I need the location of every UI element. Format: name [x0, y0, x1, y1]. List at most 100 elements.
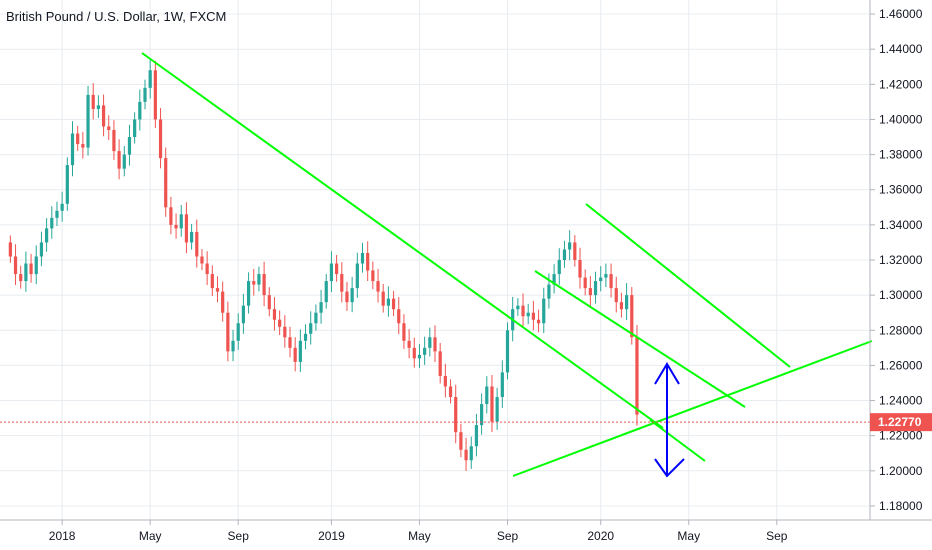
candle-body — [578, 260, 582, 278]
candle-body — [547, 284, 551, 299]
time-axis[interactable]: 2018 May Sep 2019 May Sep 2020 May Sep — [49, 520, 788, 543]
projection-arrow-down-head[interactable] — [654, 458, 685, 478]
candle — [272, 297, 277, 331]
price-tick-label: 1.42000 — [879, 77, 923, 91]
candle-body — [283, 326, 287, 338]
candle-body — [366, 252, 370, 271]
candle-body — [184, 214, 189, 243]
candle — [329, 251, 334, 293]
candle-body — [593, 281, 598, 296]
candle-body — [117, 151, 121, 169]
candle — [630, 287, 634, 345]
candle — [469, 436, 473, 469]
candle — [122, 146, 126, 177]
candle — [474, 413, 479, 457]
candle — [29, 253, 33, 283]
trendline-channel-upper[interactable] — [585, 203, 791, 368]
candle-body — [469, 446, 473, 461]
candle — [19, 265, 23, 289]
candle — [381, 283, 385, 313]
drawings — [141, 52, 873, 478]
trendline-long-descending[interactable] — [141, 52, 664, 429]
price-axis[interactable]: 1.46000 1.44000 1.42000 1.40000 1.38000 1.360… — [870, 7, 923, 513]
time-tick-label: Sep — [228, 529, 250, 543]
projection-arrow-up-head[interactable] — [654, 362, 680, 385]
time-tick-label: 2019 — [318, 529, 345, 543]
candle-body — [490, 386, 494, 422]
candle-body — [86, 94, 90, 148]
candle — [423, 336, 427, 365]
chart-title: British Pound / U.S. Dollar, 1W, FXCM — [6, 9, 226, 24]
grid-lines — [0, 0, 870, 520]
trendline-channel-lower[interactable] — [649, 419, 706, 462]
trendline-channel-middle[interactable] — [534, 270, 746, 408]
candle-body — [158, 119, 163, 159]
candle — [480, 393, 484, 435]
candle-body — [13, 256, 18, 275]
candle-body — [45, 228, 49, 243]
candle — [96, 95, 100, 119]
candle-body — [200, 256, 204, 264]
candle — [428, 327, 432, 357]
candle-body — [241, 305, 245, 324]
candle — [169, 196, 173, 235]
time-tick-label: May — [408, 529, 431, 543]
candle-body — [252, 281, 256, 285]
candle-body — [391, 298, 396, 310]
candle-body — [474, 425, 479, 447]
candle-body — [588, 288, 592, 296]
candle — [360, 242, 365, 273]
candle — [366, 241, 370, 282]
candle — [241, 293, 245, 334]
candle — [386, 286, 390, 317]
candle — [609, 263, 613, 298]
candle-body — [91, 94, 95, 109]
candle — [397, 297, 401, 335]
trendline-ascending-support[interactable] — [512, 340, 873, 477]
candle-body — [231, 340, 235, 352]
candle — [138, 89, 142, 131]
candle — [158, 108, 163, 169]
candle — [34, 245, 38, 285]
candle-body — [562, 249, 567, 260]
time-tick-label: May — [139, 529, 162, 543]
price-tick-label: 1.36000 — [879, 183, 923, 197]
candle — [148, 58, 152, 99]
candle-body — [516, 305, 520, 310]
price-tick-label: 1.22000 — [879, 429, 923, 443]
candle — [464, 437, 468, 472]
time-tick-label: Sep — [497, 529, 519, 543]
candle — [309, 311, 313, 345]
candle-body — [448, 386, 453, 398]
candle-body — [303, 333, 308, 341]
candle — [262, 261, 266, 307]
candle-body — [371, 270, 375, 282]
candle — [226, 301, 230, 362]
candle — [267, 287, 271, 317]
candle-body — [298, 340, 302, 362]
candle-body — [433, 337, 437, 352]
candle — [164, 147, 168, 217]
candle — [490, 374, 494, 432]
candle — [13, 244, 18, 286]
candle — [184, 202, 189, 254]
price-tick-label: 1.18000 — [879, 499, 923, 513]
candle — [319, 289, 323, 324]
candle — [101, 94, 106, 137]
candle — [588, 276, 592, 306]
candle — [153, 60, 157, 128]
candle — [568, 230, 572, 261]
candle-body — [226, 312, 230, 352]
candle — [355, 252, 359, 298]
candle — [412, 337, 416, 368]
candle-body — [573, 242, 577, 260]
candle-body — [205, 263, 209, 275]
candle — [350, 276, 354, 313]
candle-body — [127, 137, 132, 155]
candle-body — [350, 288, 354, 303]
candle — [190, 223, 194, 250]
price-tick-label: 1.30000 — [879, 288, 923, 302]
candle-body — [521, 305, 525, 317]
candle-body — [599, 277, 603, 282]
